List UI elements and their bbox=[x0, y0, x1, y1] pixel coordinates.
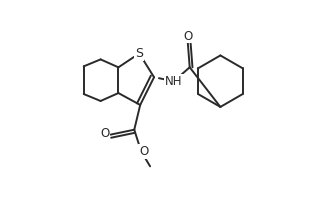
Text: O: O bbox=[100, 127, 109, 140]
Text: O: O bbox=[183, 30, 193, 43]
Text: S: S bbox=[135, 47, 143, 60]
Text: O: O bbox=[139, 145, 148, 158]
Text: NH: NH bbox=[165, 75, 183, 88]
